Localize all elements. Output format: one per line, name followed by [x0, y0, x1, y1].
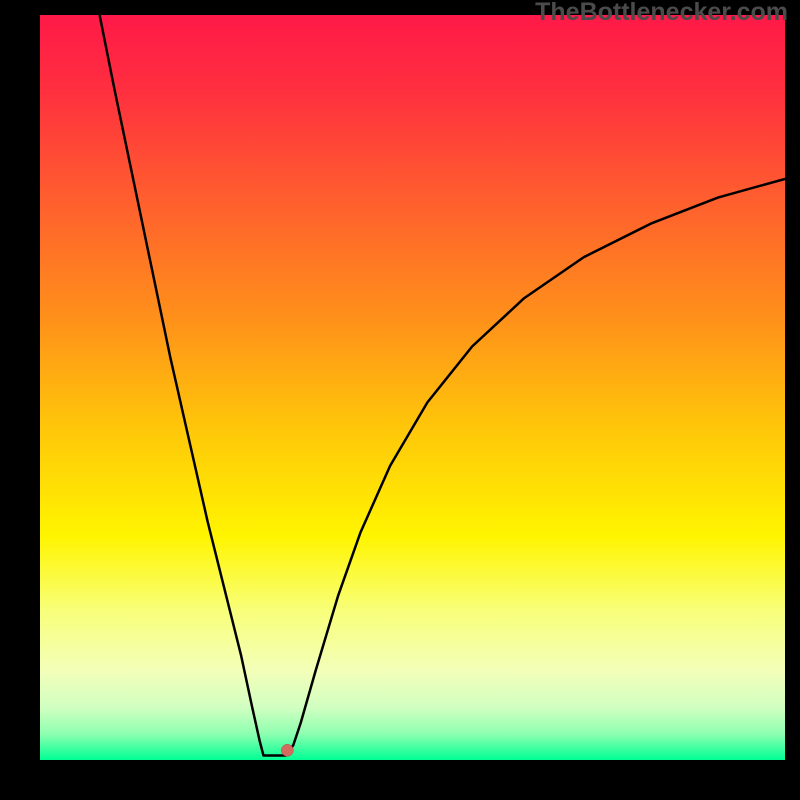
optimal-point-marker	[281, 744, 293, 756]
watermark-text: TheBottlenecker.com	[535, 0, 788, 27]
bottleneck-curve	[100, 15, 785, 756]
chart-svg	[0, 0, 800, 800]
chart-frame	[0, 760, 800, 800]
chart-container: TheBottlenecker.com	[0, 0, 800, 800]
chart-frame	[785, 0, 800, 800]
chart-frame	[0, 0, 40, 800]
